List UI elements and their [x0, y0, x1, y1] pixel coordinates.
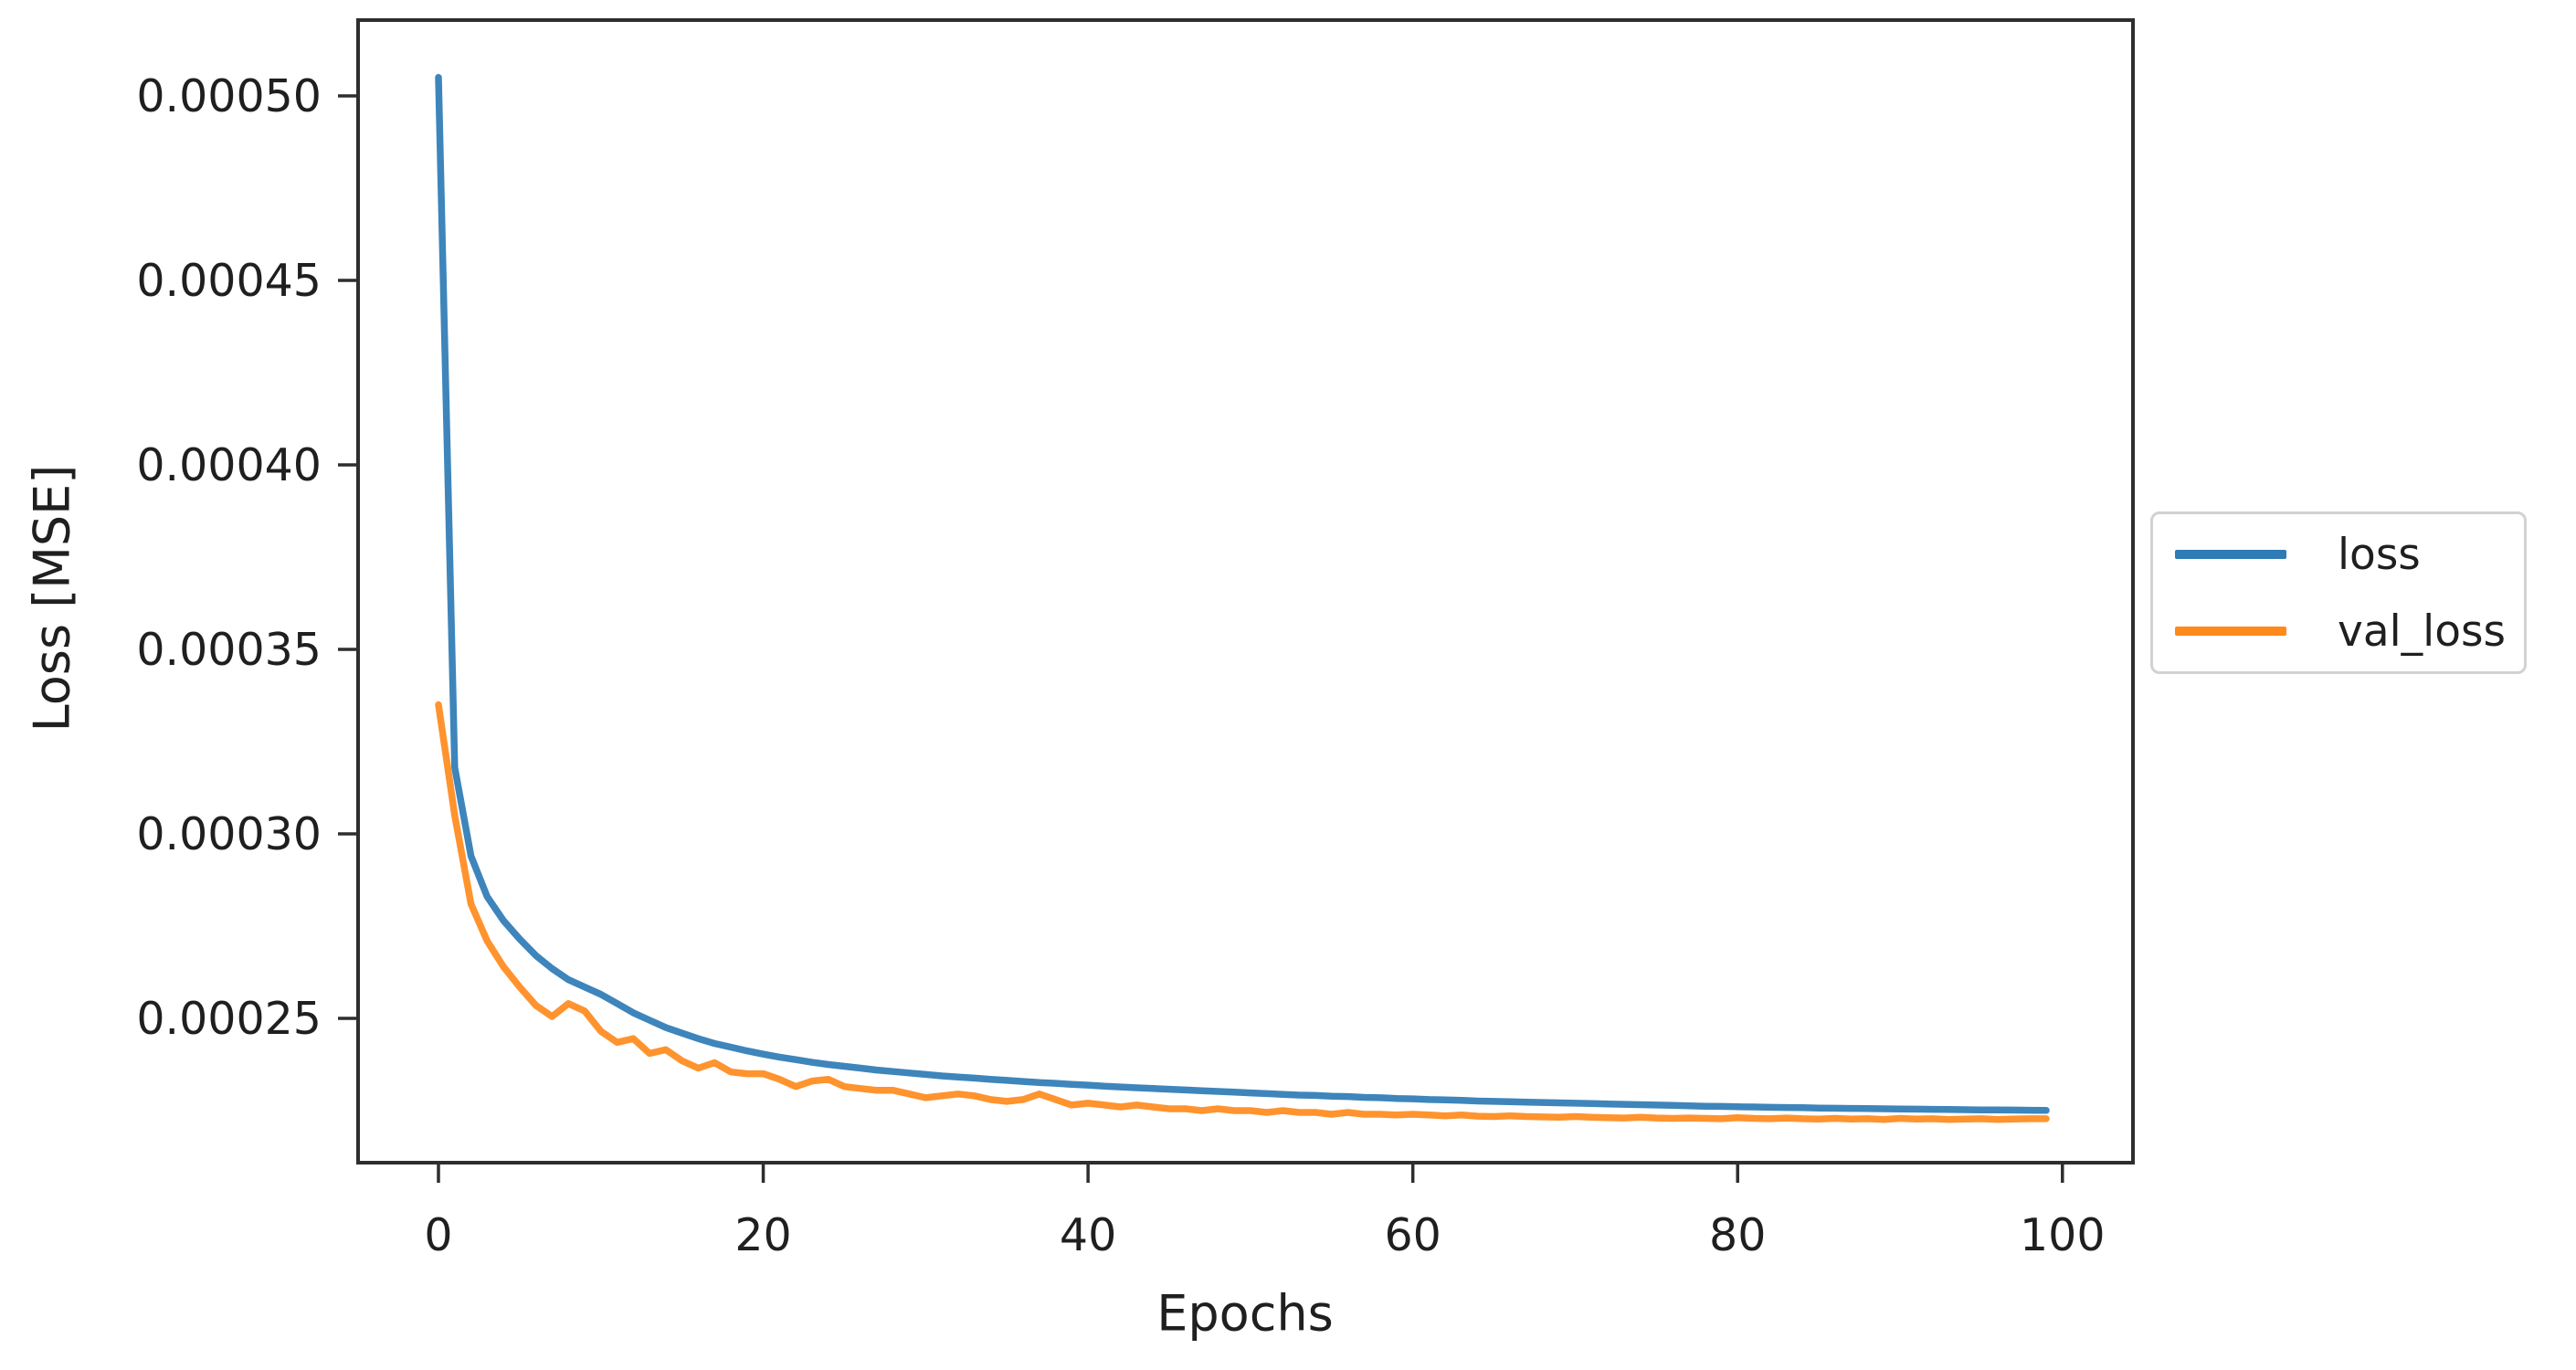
y-tick-label: 0.00030 [136, 808, 322, 860]
legend-row-val-loss: val_loss [2153, 595, 2524, 668]
y-tick-label: 0.00050 [136, 70, 322, 122]
loss-line [435, 74, 2050, 1114]
legend-loss-swatch [2175, 550, 2286, 559]
x-tick-label: 60 [1384, 1209, 1441, 1261]
axis-tick-labels: 0 20 40 60 80 100 0.00025 0.00030 0.00035 0.00040… [136, 70, 2105, 1261]
x-tick-label: 20 [734, 1209, 791, 1261]
legend: loss val_loss [2150, 511, 2527, 674]
y-axis-label: Loss [MSE] [23, 464, 81, 732]
legend-val-loss-swatch [2175, 627, 2286, 636]
y-tick-label: 0.00035 [136, 624, 322, 676]
axis-ticks [338, 94, 2064, 1183]
legend-loss-label: loss [2338, 529, 2421, 580]
legend-row-loss: loss [2153, 518, 2524, 591]
legend-val-loss-label: val_loss [2338, 606, 2506, 657]
y-tick-label: 0.00040 [136, 439, 322, 491]
val-loss-line [435, 701, 2050, 1123]
series-lines [435, 74, 2050, 1123]
x-tick-label: 100 [2020, 1209, 2106, 1261]
x-axis-label: Epochs [1156, 1284, 1334, 1343]
y-tick-label: 0.00045 [136, 255, 322, 307]
x-tick-label: 40 [1060, 1209, 1116, 1261]
plot-frame [356, 18, 2135, 1164]
y-tick-label: 0.00025 [136, 993, 322, 1045]
x-tick-label: 80 [1709, 1209, 1766, 1261]
x-tick-label: 0 [424, 1209, 452, 1261]
